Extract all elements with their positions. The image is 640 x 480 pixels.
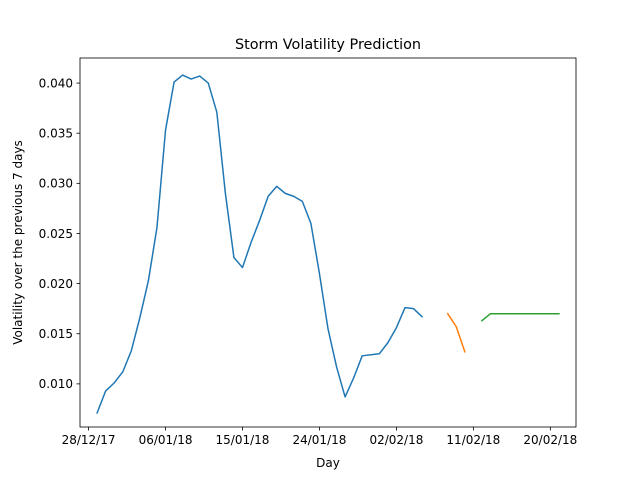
x-tick-label: 06/01/18 <box>139 433 193 447</box>
y-tick-label: 0.025 <box>39 227 73 241</box>
y-tick-label: 0.040 <box>39 76 73 90</box>
x-tick-label: 28/12/17 <box>62 433 116 447</box>
x-axis-label: Day <box>316 456 340 470</box>
series-line-1 <box>96 74 424 414</box>
x-tick-label: 15/01/18 <box>216 433 270 447</box>
x-tick-label: 02/02/18 <box>369 433 423 447</box>
x-axis-ticks: 28/12/17 06/01/18 15/01/18 24/01/18 02/02/18… <box>62 427 577 447</box>
y-axis-label: Volatility over the previous 7 days <box>11 140 25 345</box>
y-tick-label: 0.010 <box>39 377 73 391</box>
y-tick-label: 0.015 <box>39 327 73 341</box>
chart-title: Storm Volatility Prediction <box>235 37 421 53</box>
y-tick-label: 0.035 <box>39 127 73 141</box>
y-axis-ticks: 0.010 0.015 0.020 0.025 0.030 0.035 0.040 <box>39 76 80 391</box>
plot-frame <box>79 57 577 428</box>
series-line-3 <box>480 312 560 322</box>
y-tick-label: 0.030 <box>39 177 73 191</box>
x-tick-label: 11/02/18 <box>446 433 500 447</box>
x-tick-label: 24/01/18 <box>292 433 346 447</box>
plot-lines <box>96 74 560 414</box>
x-tick-label: 20/02/18 <box>523 433 577 447</box>
series-line-2 <box>446 312 466 353</box>
y-tick-label: 0.020 <box>39 277 73 291</box>
